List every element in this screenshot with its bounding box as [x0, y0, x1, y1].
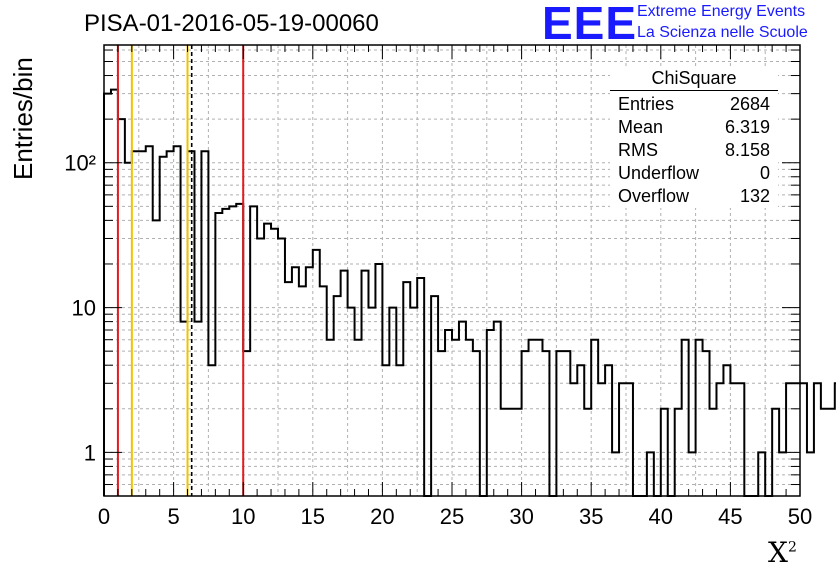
stats-value: 132	[739, 186, 770, 206]
stats-value: 6.319	[724, 117, 770, 137]
stats-row: Entries 2684	[610, 93, 778, 116]
stats-row: Underflow 0	[610, 162, 778, 185]
stats-label: Underflow	[618, 163, 700, 183]
x-axis-label-text: X	[768, 536, 788, 569]
x-tick-label: 0	[98, 504, 110, 529]
stats-row: Mean 6.319	[610, 116, 778, 139]
histogram-bin	[828, 409, 835, 496]
chart-title: PISA-01-2016-05-19-00060	[84, 10, 379, 37]
x-axis-label-superscript: 2	[787, 539, 797, 556]
x-tick-label: 5	[167, 504, 179, 529]
stats-value: 2684	[729, 94, 770, 114]
eee-logo: EEE	[542, 0, 638, 49]
x-tick-labels: 0 5 10 15 20 25 30 35 40 45 50	[98, 504, 812, 529]
histogram-bin	[814, 383, 821, 496]
y-tick-label: 10²	[64, 151, 96, 176]
stats-box: ChiSquare Entries 2684 Mean 6.319 RMS 8.…	[610, 68, 778, 208]
histogram-bin	[821, 409, 828, 496]
axes	[103, 44, 801, 497]
histogram-bin	[807, 452, 814, 496]
x-tick-label: 45	[718, 504, 742, 529]
x-tick-label: 40	[649, 504, 673, 529]
x-tick-label: 20	[370, 504, 394, 529]
y-tick-label: 1	[84, 440, 96, 465]
logo-line-2: La Scienza nelle Scuole	[637, 24, 808, 41]
y-axis-label: Entries/bin	[8, 57, 39, 180]
x-tick-label: 25	[440, 504, 464, 529]
logo-line-1: Extreme Energy Events	[637, 3, 806, 20]
x-tick-label: 50	[788, 504, 812, 529]
stats-row: RMS 8.158	[610, 139, 778, 162]
y-tick-label: 10	[72, 296, 96, 321]
stats-value: 8.158	[724, 140, 770, 160]
stats-label: Overflow	[618, 186, 690, 206]
stats-value: 0	[759, 163, 770, 183]
marker-lines	[116, 45, 245, 496]
histogram-bin	[800, 383, 807, 496]
stats-title: ChiSquare	[610, 68, 778, 91]
stats-label: RMS	[618, 140, 658, 160]
x-axis-label: X2	[768, 536, 797, 569]
histogram-outline	[103, 88, 836, 497]
stats-label: Entries	[618, 94, 675, 114]
y-axis-label-text: Entries/bin	[8, 57, 38, 180]
stats-label: Mean	[618, 117, 664, 137]
x-tick-label: 35	[579, 504, 603, 529]
x-tick-label: 30	[509, 504, 533, 529]
stats-row: Overflow 132	[610, 185, 778, 208]
x-tick-label: 10	[231, 504, 255, 529]
y-tick-labels: 1 10 10²	[64, 151, 96, 466]
x-tick-label: 15	[301, 504, 325, 529]
